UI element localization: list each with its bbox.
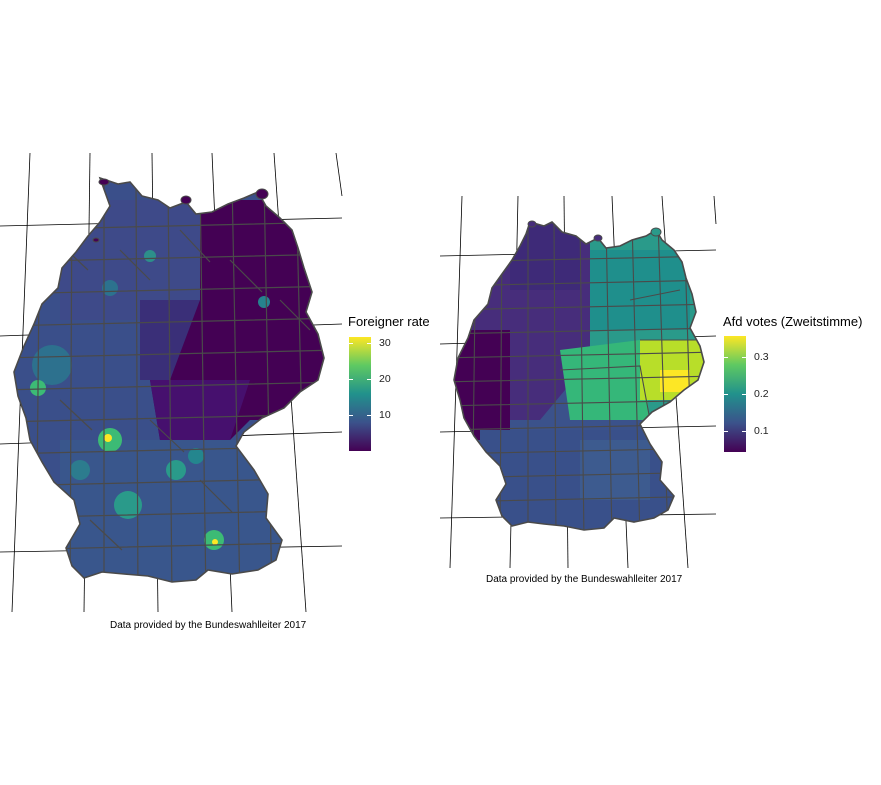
district-borders	[454, 222, 704, 530]
legend-tick-label: 0.1	[754, 425, 769, 437]
north-islands	[92, 178, 269, 243]
legend-tick-marks	[349, 337, 371, 451]
legend-tick-label: 0.2	[754, 388, 769, 400]
afd-votes-map	[440, 195, 717, 569]
north-islands	[527, 220, 662, 242]
legend-tick-label: 10	[379, 409, 391, 421]
map-caption: Data provided by the Bundeswahlleiter 20…	[486, 574, 683, 585]
afd-votes-map-panel: Afd votes (Zweitstimme) 0.3 0.2 0.1 Data…	[440, 0, 881, 785]
map-caption: Data provided by the Bundeswahlleiter 20…	[110, 620, 307, 631]
foreigner-rate-map	[0, 152, 343, 613]
legend-tick-label: 0.3	[754, 351, 769, 363]
legend-title: Afd votes (Zweitstimme)	[723, 314, 863, 329]
color-bar	[349, 337, 371, 451]
color-bar	[724, 336, 746, 452]
legend-tick-label: 20	[379, 373, 391, 385]
legend-title: Foreigner rate	[348, 314, 430, 329]
foreigner-rate-map-panel: Foreigner rate 30 20 10 Data provided by…	[0, 0, 440, 785]
district-borders	[14, 179, 324, 582]
legend-tick-label: 30	[379, 337, 391, 349]
legend-tick-marks	[724, 336, 746, 452]
